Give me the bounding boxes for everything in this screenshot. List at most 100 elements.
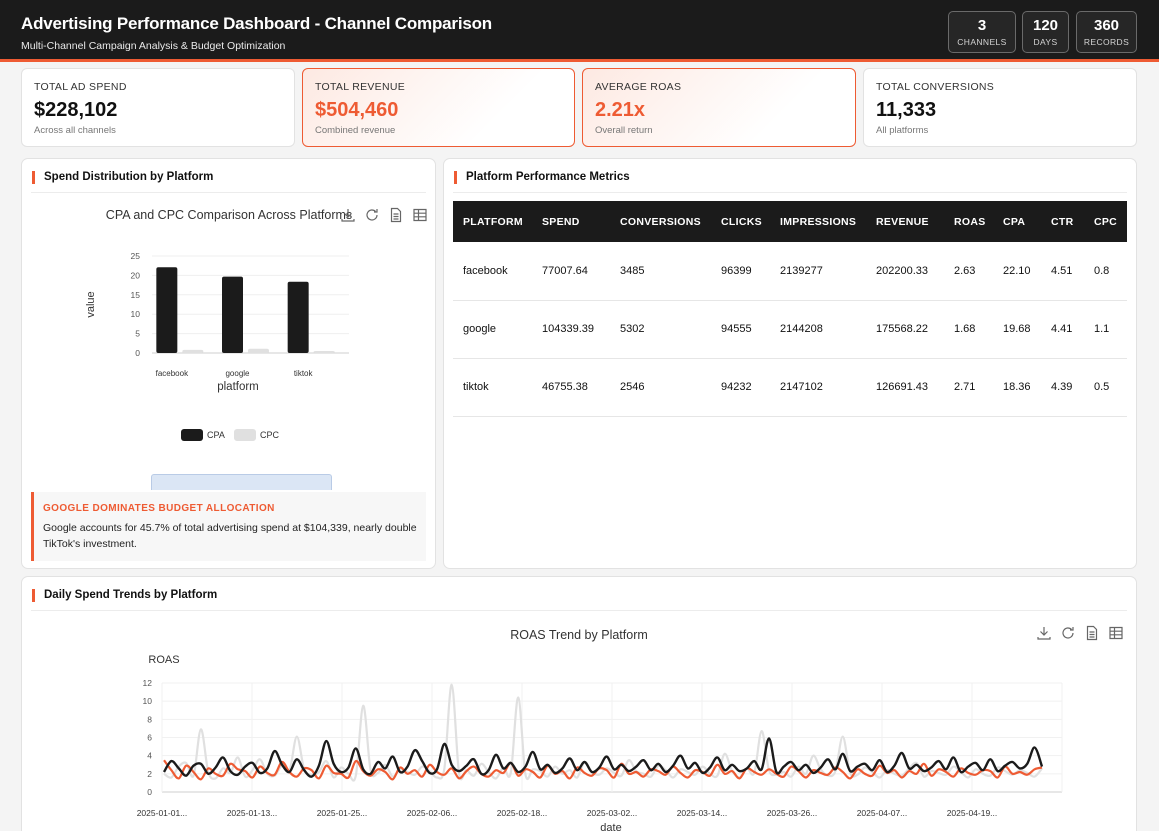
table-cell: 5302 — [610, 300, 711, 359]
legend-swatch-cpc — [234, 429, 256, 441]
column-header[interactable]: CPA — [993, 201, 1041, 242]
cpa-cpc-bar-chart: CPA and CPC Comparison Across Platforms 0… — [85, 208, 352, 441]
table-cell: 104339.39 — [532, 300, 610, 359]
y-tick-label: 10 — [131, 309, 141, 319]
table-row: google 104339.39 5302 94555 2144208 1755… — [453, 300, 1127, 359]
kpi-value: $228,102 — [34, 99, 118, 121]
table-cell: 2144208 — [770, 300, 866, 359]
x-tick-label: google — [225, 369, 250, 378]
kpi-sub: Across all channels — [34, 125, 116, 136]
chart-title: CPA and CPC Comparison Across Platforms — [106, 208, 352, 222]
y-tick-label: 15 — [131, 290, 141, 300]
metrics-table: PLATFORM SPEND CONVERSIONS CLICKS IMPRES… — [453, 201, 1127, 417]
divider — [31, 192, 426, 193]
table-cell: 94555 — [711, 300, 770, 359]
column-header[interactable]: SPEND — [532, 201, 610, 242]
refresh-icon[interactable] — [1060, 625, 1076, 641]
panel-title: Spend Distribution by Platform — [32, 171, 213, 184]
kpi-value: $504,460 — [315, 99, 399, 121]
insight-title: GOOGLE DOMINATES BUDGET ALLOCATION — [43, 503, 275, 514]
column-header[interactable]: IMPRESSIONS — [770, 201, 866, 242]
column-header[interactable]: CTR — [1041, 201, 1084, 242]
kpi-label: TOTAL AD SPEND — [34, 81, 127, 93]
table-cell: 2.63 — [944, 242, 993, 301]
y-tick-label: 4 — [147, 751, 152, 761]
table-cell: 2.71 — [944, 358, 993, 417]
table-cell: 4.39 — [1041, 358, 1084, 417]
y-tick-label: 25 — [131, 251, 141, 261]
panel-title: Daily Spend Trends by Platform — [32, 589, 217, 602]
column-header[interactable]: CPC — [1084, 201, 1127, 242]
download-icon[interactable] — [340, 207, 356, 223]
page-title: Advertising Performance Dashboard - Chan… — [21, 14, 492, 33]
legend-label-cpc: CPC — [260, 430, 280, 440]
x-axis-label: date — [600, 822, 621, 831]
column-header[interactable]: PLATFORM — [453, 201, 532, 242]
days-stat-label: DAYS — [1033, 37, 1058, 47]
records-stat-label: RECORDS — [1083, 37, 1130, 47]
panel-title: Platform Performance Metrics — [454, 171, 630, 184]
x-tick-label: 2025-03-02... — [587, 808, 638, 818]
x-tick-label: tiktok — [294, 369, 314, 378]
y-tick-label: 0 — [135, 348, 140, 358]
column-header[interactable]: ROAS — [944, 201, 993, 242]
x-tick-label: 2025-01-13... — [227, 808, 278, 818]
table-cell: 0.5 — [1084, 358, 1127, 417]
bar-cpa-google — [222, 276, 243, 353]
x-tick-label: 2025-02-06... — [407, 808, 458, 818]
daily-spend-trends-panel: Daily Spend Trends by Platform ROAS Tren… — [21, 576, 1137, 831]
kpi-total-revenue: TOTAL REVENUE $504,460 Combined revenue — [302, 68, 575, 147]
refresh-icon[interactable] — [364, 207, 380, 223]
kpi-sub: Overall return — [595, 125, 653, 136]
page-subtitle: Multi-Channel Campaign Analysis & Budget… — [21, 40, 286, 52]
y-tick-label: 12 — [143, 678, 153, 688]
table-cell: 202200.33 — [866, 242, 944, 301]
x-tick-label: facebook — [156, 369, 189, 378]
divider — [453, 192, 1127, 193]
insight-callout: GOOGLE DOMINATES BUDGET ALLOCATION Googl… — [31, 492, 426, 561]
table-cell: 2139277 — [770, 242, 866, 301]
data-view-icon[interactable] — [388, 207, 404, 223]
kpi-value: 2.21x — [595, 99, 646, 121]
table-icon[interactable] — [1108, 625, 1124, 641]
days-stat-value: 120 — [1032, 17, 1059, 34]
table-cell: 4.51 — [1041, 242, 1084, 301]
kpi-label: AVERAGE ROAS — [595, 81, 682, 93]
y-tick-label: 6 — [147, 733, 152, 743]
column-header[interactable]: REVENUE — [866, 201, 944, 242]
chart-title: ROAS Trend by Platform — [510, 628, 648, 642]
column-header[interactable]: CLICKS — [711, 201, 770, 242]
table-cell: 2147102 — [770, 358, 866, 417]
data-zoom-slider[interactable] — [151, 474, 332, 490]
x-tick-label: 2025-04-07... — [857, 808, 908, 818]
series-line-1 — [163, 759, 1043, 781]
table-row: tiktok 46755.38 2546 94232 2147102 12669… — [453, 358, 1127, 417]
channels-stat-value: 3 — [977, 17, 987, 34]
column-header[interactable]: CONVERSIONS — [610, 201, 711, 242]
y-axis-label: ROAS — [148, 654, 179, 666]
divider — [31, 610, 1127, 611]
channels-stat: 3 CHANNELS — [948, 11, 1016, 53]
kpi-label: TOTAL REVENUE — [315, 81, 406, 93]
table-cell: 19.68 — [993, 300, 1041, 359]
x-tick-label: 2025-04-19... — [947, 808, 998, 818]
table-cell: 0.8 — [1084, 242, 1127, 301]
bar-cpa-tiktok — [287, 281, 309, 353]
days-stat: 120 DAYS — [1022, 11, 1069, 53]
table-cell: 94232 — [711, 358, 770, 417]
kpi-average-roas: AVERAGE ROAS 2.21x Overall return — [582, 68, 856, 147]
x-axis-label: platform — [217, 381, 259, 393]
data-view-icon[interactable] — [1084, 625, 1100, 641]
legend-label-cpa: CPA — [207, 430, 225, 440]
table-cell: 175568.22 — [866, 300, 944, 359]
table-cell: 1.1 — [1084, 300, 1127, 359]
table-cell: 126691.43 — [866, 358, 944, 417]
x-tick-label: 2025-01-01... — [137, 808, 188, 818]
kpi-label: TOTAL CONVERSIONS — [876, 81, 995, 93]
y-tick-label: 20 — [131, 270, 141, 280]
table-icon[interactable] — [412, 207, 428, 223]
records-stat-value: 360 — [1093, 17, 1120, 34]
table-cell: 96399 — [711, 242, 770, 301]
download-icon[interactable] — [1036, 625, 1052, 641]
y-tick-label: 10 — [143, 696, 153, 706]
